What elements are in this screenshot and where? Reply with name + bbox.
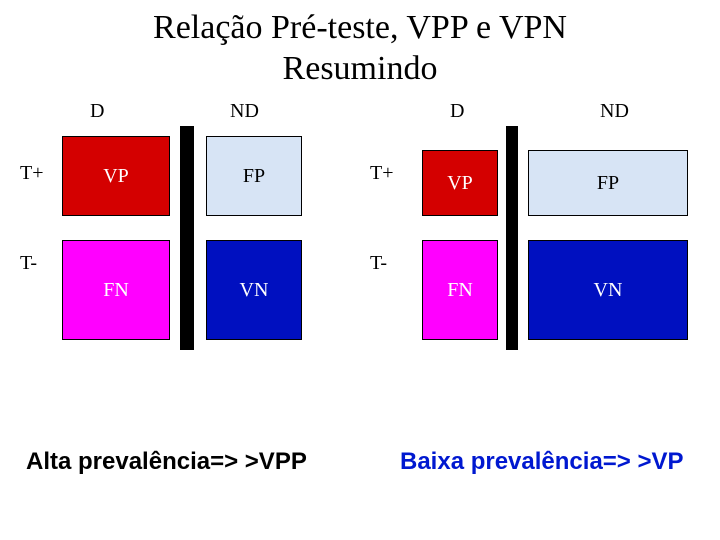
caption-low-prevalence: Baixa prevalência=> >VP xyxy=(400,448,684,476)
row-label-Tminus-right: T- xyxy=(370,252,387,275)
col-header-D-left: D xyxy=(90,100,104,123)
col-header-D-right: D xyxy=(450,100,464,123)
caption-high-prevalence: Alta prevalência=> >VPP xyxy=(26,448,307,476)
title-line1: Relação Pré-teste, VPP e VPN xyxy=(153,9,567,46)
cell-FN-right: FN xyxy=(422,240,498,340)
title-line2: Resumindo xyxy=(283,50,438,87)
row-label-Tminus-left: T- xyxy=(20,252,37,275)
col-header-ND-left: ND xyxy=(230,100,259,123)
divider-left xyxy=(180,126,194,350)
slide-title: Relação Pré-teste, VPP e VPN Resumindo xyxy=(0,0,720,90)
cell-FP-right: FP xyxy=(528,150,688,216)
row-label-Tplus-left: T+ xyxy=(20,162,44,185)
divider-right xyxy=(506,126,518,350)
row-label-Tplus-right: T+ xyxy=(370,162,394,185)
cell-FP-left: FP xyxy=(206,136,302,216)
cell-VP-right: VP xyxy=(422,150,498,216)
diagram-panels: D ND T+ T- VP FP FN VN D ND T+ T- VP FP … xyxy=(0,100,720,410)
cell-VN-left: VN xyxy=(206,240,302,340)
cell-VN-right: VN xyxy=(528,240,688,340)
col-header-ND-right: ND xyxy=(600,100,629,123)
cell-FN-left: FN xyxy=(62,240,170,340)
cell-VP-left: VP xyxy=(62,136,170,216)
